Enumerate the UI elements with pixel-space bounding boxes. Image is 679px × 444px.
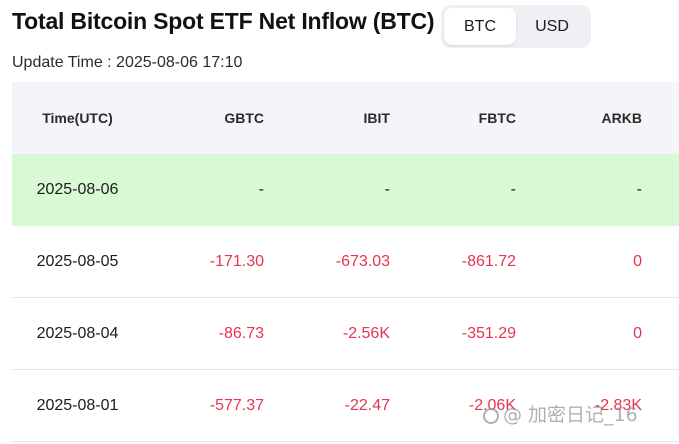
update-time: Update Time : 2025-08-06 17:10: [12, 54, 243, 71]
cell-fbtc: -2.06K: [468, 396, 516, 414]
watermark: @ 加密日记_16: [483, 400, 638, 427]
cell-ibit: -22.47: [344, 396, 390, 414]
page-title: Total Bitcoin Spot ETF Net Inflow (BTC): [12, 8, 435, 34]
table-header-row: Time(UTC) GBTC IBIT FBTC ARKB: [12, 82, 679, 154]
row-date: 2025-08-05: [36, 252, 119, 270]
cell-arkb: -2.83K: [594, 396, 642, 414]
table-row: 2025-08-05 -171.30 -673.03 -861.72 0: [12, 226, 679, 298]
cell-arkb: 0: [633, 324, 642, 342]
cell-gbtc: -171.30: [209, 252, 264, 270]
cell-gbtc: -577.37: [209, 396, 264, 414]
header-time: Time(UTC): [42, 110, 113, 126]
cell-ibit: -: [384, 181, 390, 198]
table-row: 2025-08-06 - - - -: [12, 154, 679, 226]
cell-arkb: -: [636, 181, 642, 198]
header-fbtc: FBTC: [478, 110, 516, 126]
header-ibit: IBIT: [363, 110, 390, 126]
row-date: 2025-08-06: [36, 181, 119, 198]
row-date: 2025-08-01: [36, 396, 119, 414]
table-row: 2025-08-01 -577.37 -22.47 -2.06K -2.83K: [12, 370, 679, 442]
cell-ibit: -673.03: [335, 252, 390, 270]
cell-gbtc: -86.73: [218, 324, 264, 342]
cell-arkb: 0: [633, 252, 642, 270]
currency-toggle[interactable]: BTC USD: [441, 5, 591, 48]
cell-fbtc: -351.29: [461, 324, 516, 342]
watermark-text: @ 加密日记_16: [503, 404, 638, 426]
header-arkb: ARKB: [601, 110, 642, 126]
header-gbtc: GBTC: [224, 110, 264, 126]
table-row: 2025-08-04 -86.73 -2.56K -351.29 0: [12, 298, 679, 370]
toggle-usd[interactable]: USD: [535, 17, 569, 35]
cell-gbtc: -: [258, 181, 264, 198]
watermark-logo-icon: [483, 407, 499, 424]
etf-flow-table: Time(UTC) GBTC IBIT FBTC ARKB 2025-08-06…: [12, 82, 679, 444]
cell-fbtc: -: [510, 181, 516, 198]
toggle-btc[interactable]: BTC: [444, 8, 516, 45]
cell-ibit: -2.56K: [342, 324, 390, 342]
cell-fbtc: -861.72: [461, 252, 516, 270]
row-date: 2025-08-04: [36, 324, 119, 342]
